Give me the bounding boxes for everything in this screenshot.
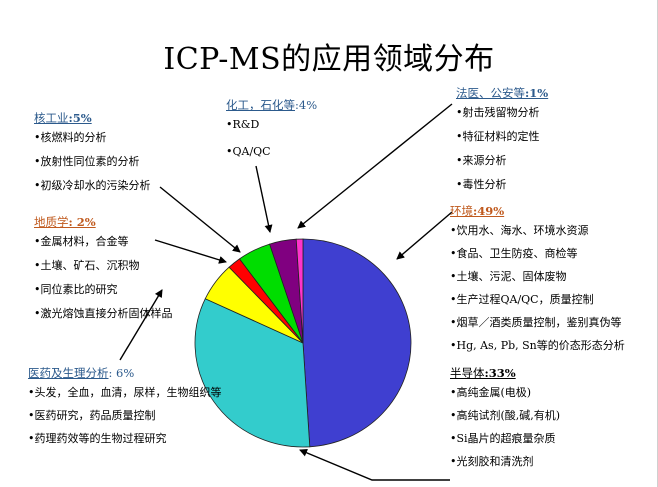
list-item: •核燃料的分析 [34, 131, 107, 144]
callout-label: 核工业 [34, 111, 69, 125]
arrow-geo [154, 239, 227, 264]
callout-nuclear-heading: 核工业:5% [34, 110, 234, 126]
callout-semi: 半导体:33% •高纯金属(电极) •高纯试剂(酸,碱,有机) •Si晶片的超痕… [450, 365, 658, 478]
list-item: •QA/QC [226, 145, 271, 158]
list-item: •初级冷却水的污染分析 [34, 179, 151, 192]
list-item: •R&D [226, 118, 260, 131]
arrow-med [119, 289, 163, 361]
list-item: •药理药效等的生物过程研究 [28, 432, 167, 445]
arrows [119, 103, 453, 481]
pie [194, 238, 412, 448]
arrow-chem [255, 165, 273, 233]
list-item: •光刻胶和清洗剂 [450, 455, 534, 468]
list-item: •土壤、矿石、沉积物 [34, 259, 140, 272]
callout-geo-heading: 地质学: 2% [34, 214, 204, 230]
callout-label: 半导体 [450, 366, 485, 380]
callout-percent: :5% [68, 111, 92, 125]
list-item: •激光熔蚀直接分析固体样品 [34, 307, 173, 320]
arrow-nuclear [159, 186, 241, 253]
callout-chem: 化工，石化等:4% •R&D •QA/QC [226, 97, 386, 172]
list-item: •医药研究，药品质量控制 [28, 409, 156, 422]
callout-percent: : 2% [68, 215, 96, 229]
list-item: •特征材料的定性 [456, 130, 540, 143]
callout-percent: :33% [484, 366, 516, 380]
list-item: •毒性分析 [456, 178, 507, 191]
callout-percent: :4% [295, 98, 318, 112]
list-item: •饮用水、海水、环境水资源 [450, 224, 589, 237]
callout-semi-heading: 半导体:33% [450, 365, 658, 381]
callout-label: 地质学 [34, 215, 69, 229]
list-item: •高纯金属(电极) [450, 386, 532, 399]
callout-percent: :1% [525, 86, 549, 100]
callout-percent: :49% [473, 204, 505, 218]
list-item: •高纯试剂(酸,碱,有机) [450, 409, 561, 422]
arrow-env [396, 211, 453, 260]
callout-geo: 地质学: 2% •金属材料，合金等 •土壤、矿石、沉积物 •同位素比的研究 •激… [34, 214, 204, 331]
list-item: •来源分析 [456, 154, 507, 167]
callout-chem-heading: 化工，石化等:4% [226, 97, 386, 113]
list-item: •烟草／酒类质量控制，鉴别真伪等 [450, 316, 622, 329]
list-item: •头发，全血，血清，尿样，生物组织等 [28, 386, 222, 399]
list-item: •Hg, As, Pb, Sn等的价态形态分析 [450, 339, 625, 352]
list-item: •食品、卫生防疫、商检等 [450, 247, 578, 260]
pie-slice-6 [295, 238, 304, 344]
arrow-semi [299, 449, 450, 481]
arrow-forensic [297, 103, 453, 229]
callout-med-heading: 医药及生理分析: 6% [28, 365, 228, 381]
list-item: •土壤、污泥、固体废物 [450, 270, 567, 283]
callout-forensic: 法医、公安等:1% •射击残留物分析 •特征材料的定性 •来源分析 •毒性分析 [456, 85, 656, 202]
list-item: •金属材料，合金等 [34, 235, 129, 248]
list-item: •射击残留物分析 [456, 106, 540, 119]
callout-med: 医药及生理分析: 6% •头发，全血，血清，尿样，生物组织等 •医药研究，药品质… [28, 365, 228, 455]
callout-percent: : 6% [108, 366, 135, 380]
list-item: •生产过程QA/QC，质量控制 [450, 293, 594, 306]
callout-label: 环境 [450, 204, 473, 218]
callout-nuclear: 核工业:5% •核燃料的分析 •放射性同位素的分析 •初级冷却水的污染分析 [34, 110, 234, 203]
list-item: •Si晶片的超痕量杂质 [450, 432, 556, 445]
pie-slice-0 [302, 238, 412, 448]
callout-env-heading: 环境:49% [450, 203, 658, 219]
list-item: •放射性同位素的分析 [34, 155, 140, 168]
list-item: •同位素比的研究 [34, 283, 118, 296]
callout-label: 法医、公安等 [456, 86, 525, 100]
page-title: ICP-MS的应用领域分布 [163, 42, 495, 77]
callout-label: 医药及生理分析 [28, 366, 109, 380]
pie-slice-1 [194, 298, 311, 448]
callout-forensic-heading: 法医、公安等:1% [456, 85, 656, 101]
callout-label: 化工，石化等 [226, 98, 295, 112]
callout-env: 环境:49% •饮用水、海水、环境水资源 •食品、卫生防疫、商检等 •土壤、污泥… [450, 203, 658, 362]
